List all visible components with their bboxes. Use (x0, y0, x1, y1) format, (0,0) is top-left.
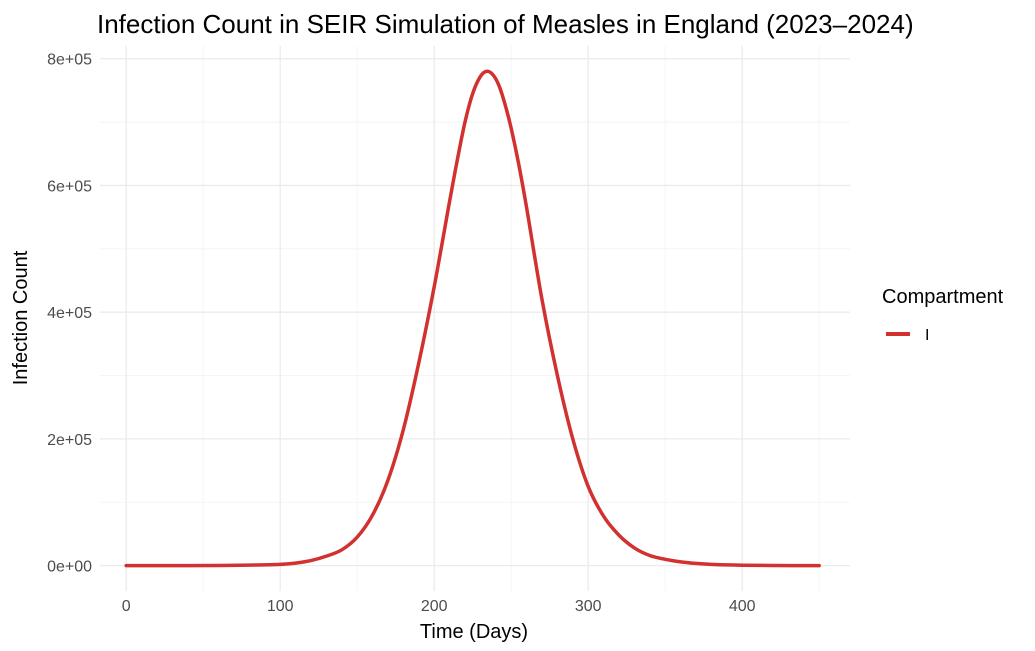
y-axis-title: Infection Count (10, 250, 32, 385)
legend-title: Compartment (882, 286, 1004, 308)
x-tick-label: 0 (122, 598, 131, 615)
y-tick-label: 8e+05 (47, 52, 92, 69)
y-axis-ticks: 0e+00 2e+05 4e+05 6e+05 8e+05 (47, 52, 92, 576)
x-axis-ticks: 0 100 200 300 400 (122, 598, 756, 615)
x-tick-label: 300 (575, 598, 602, 615)
series-line-i (124, 69, 821, 568)
gridlines (100, 46, 850, 591)
legend-label-i: I (925, 327, 929, 344)
x-tick-label: 100 (267, 598, 294, 615)
series-layer (124, 69, 821, 568)
y-tick-label: 0e+00 (47, 559, 92, 576)
y-tick-label: 4e+05 (47, 305, 92, 322)
chart-title: Infection Count in SEIR Simulation of Me… (97, 9, 914, 39)
y-tick-label: 2e+05 (47, 432, 92, 449)
x-tick-label: 400 (729, 598, 756, 615)
plot-area (100, 46, 850, 591)
legend: Compartment I (882, 286, 1004, 344)
x-tick-label: 200 (421, 598, 448, 615)
y-tick-label: 6e+05 (47, 178, 92, 195)
x-axis-title: Time (Days) (420, 621, 528, 643)
